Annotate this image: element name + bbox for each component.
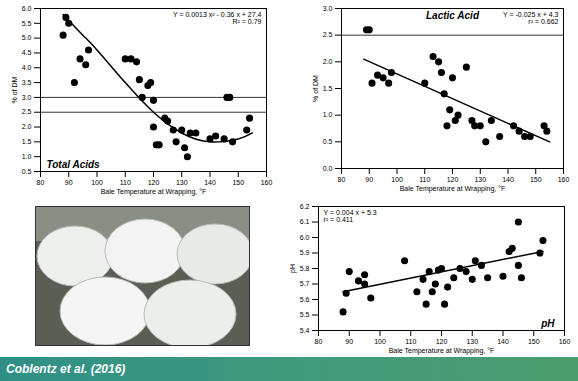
svg-text:80: 80 bbox=[315, 338, 323, 345]
svg-text:140: 140 bbox=[204, 179, 216, 186]
svg-text:90: 90 bbox=[365, 176, 373, 183]
svg-text:0.5: 0.5 bbox=[323, 138, 333, 145]
svg-text:1.0: 1.0 bbox=[323, 111, 333, 118]
svg-text:130: 130 bbox=[176, 179, 188, 186]
svg-text:120: 120 bbox=[447, 176, 459, 183]
svg-text:150: 150 bbox=[232, 179, 244, 186]
svg-text:3.5: 3.5 bbox=[22, 79, 32, 86]
svg-text:110: 110 bbox=[405, 338, 416, 345]
svg-text:2.0: 2.0 bbox=[323, 58, 333, 65]
svg-text:90: 90 bbox=[65, 179, 73, 186]
svg-text:2.0: 2.0 bbox=[22, 123, 32, 130]
svg-text:120: 120 bbox=[148, 179, 160, 186]
svg-text:5.5: 5.5 bbox=[22, 20, 32, 27]
svg-text:0.0: 0.0 bbox=[323, 165, 333, 172]
svg-text:6.0: 6.0 bbox=[300, 234, 310, 241]
svg-text:100: 100 bbox=[391, 176, 403, 183]
svg-text:140: 140 bbox=[502, 176, 514, 183]
svg-text:5.8: 5.8 bbox=[300, 265, 310, 272]
svg-text:6.0: 6.0 bbox=[22, 5, 32, 12]
svg-text:Bale Temperature at Wrapping,: Bale Temperature at Wrapping, °F bbox=[400, 185, 506, 193]
svg-text:5.5: 5.5 bbox=[300, 311, 310, 318]
svg-text:120: 120 bbox=[436, 338, 448, 345]
svg-text:0.5: 0.5 bbox=[22, 168, 32, 175]
svg-text:4.0: 4.0 bbox=[22, 64, 32, 71]
svg-text:100: 100 bbox=[374, 338, 386, 345]
svg-text:% of DM: % of DM bbox=[11, 76, 18, 103]
svg-text:Bale Temperature at Wrapping,: Bale Temperature at Wrapping, °F bbox=[389, 347, 495, 355]
svg-text:2.5: 2.5 bbox=[323, 31, 333, 38]
svg-text:110: 110 bbox=[120, 179, 131, 186]
svg-text:Y = -0.025 x + 4.3r² = 0.662: Y = -0.025 x + 4.3r² = 0.662 bbox=[503, 11, 559, 25]
svg-text:5.9: 5.9 bbox=[300, 249, 310, 256]
svg-text:110: 110 bbox=[419, 176, 430, 183]
svg-text:pH: pH bbox=[289, 264, 297, 273]
svg-text:3.0: 3.0 bbox=[22, 94, 32, 101]
svg-text:Y = 0.004 x + 5.3r² = 0.411: Y = 0.004 x + 5.3r² = 0.411 bbox=[324, 209, 377, 223]
svg-text:4.5: 4.5 bbox=[22, 49, 32, 56]
svg-text:160: 160 bbox=[559, 338, 571, 345]
svg-text:5.0: 5.0 bbox=[22, 34, 32, 41]
svg-text:130: 130 bbox=[466, 338, 478, 345]
svg-text:3.0: 3.0 bbox=[323, 5, 333, 12]
svg-text:150: 150 bbox=[530, 176, 542, 183]
svg-text:90: 90 bbox=[345, 338, 353, 345]
svg-text:Lactic Acid: Lactic Acid bbox=[426, 10, 480, 21]
svg-text:80: 80 bbox=[37, 179, 45, 186]
svg-text:1.0: 1.0 bbox=[22, 153, 32, 160]
svg-text:2.5: 2.5 bbox=[22, 108, 32, 115]
svg-text:Y = 0.0013 x² - 0.36 x + 27.4R: Y = 0.0013 x² - 0.36 x + 27.4R² = 0.79 bbox=[173, 11, 262, 25]
svg-text:6.1: 6.1 bbox=[300, 218, 310, 225]
svg-text:pH: pH bbox=[540, 318, 555, 329]
svg-text:80: 80 bbox=[338, 176, 346, 183]
svg-text:140: 140 bbox=[497, 338, 509, 345]
svg-text:% of DM: % of DM bbox=[312, 75, 319, 102]
svg-text:6.2: 6.2 bbox=[300, 203, 310, 210]
svg-text:1.5: 1.5 bbox=[22, 138, 32, 145]
svg-text:150: 150 bbox=[528, 338, 540, 345]
svg-text:1.5: 1.5 bbox=[323, 85, 333, 92]
svg-text:5.7: 5.7 bbox=[300, 280, 310, 287]
svg-text:160: 160 bbox=[261, 179, 273, 186]
svg-text:130: 130 bbox=[474, 176, 486, 183]
svg-text:5.6: 5.6 bbox=[300, 296, 310, 303]
svg-text:Bale Temperature at Wrapping,: Bale Temperature at Wrapping, °F bbox=[101, 188, 207, 196]
svg-text:5.4: 5.4 bbox=[300, 327, 310, 334]
html-text:Coblentz et al. (2016): Coblentz et al. (2016) bbox=[6, 362, 126, 376]
svg-text:Total Acids: Total Acids bbox=[47, 159, 101, 170]
svg-text:100: 100 bbox=[91, 179, 103, 186]
svg-text:160: 160 bbox=[558, 176, 570, 183]
